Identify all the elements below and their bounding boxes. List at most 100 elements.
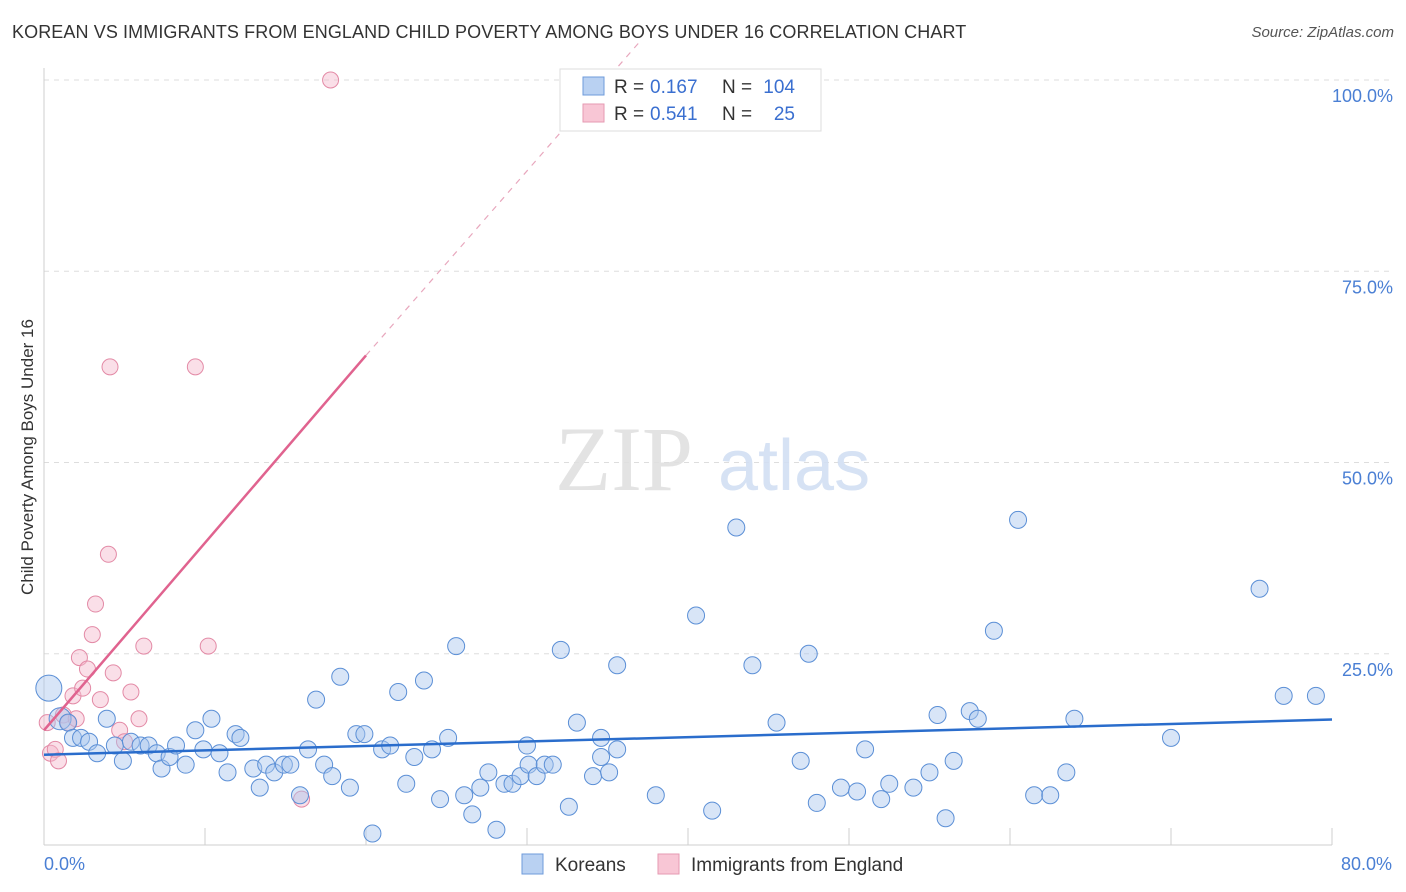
bottom-legend-swatch-koreans	[521, 853, 544, 875]
legend-n-label-2: N =	[722, 104, 752, 125]
korean-point	[767, 713, 786, 732]
korean-point	[331, 667, 350, 686]
korean-point	[340, 778, 359, 797]
korean-point	[518, 736, 536, 755]
korean-point	[1041, 786, 1060, 805]
korean-point	[290, 786, 309, 805]
korean-point	[176, 755, 195, 774]
england-point	[104, 664, 122, 682]
legend-swatch-koreans	[582, 76, 605, 96]
korean-point	[968, 709, 987, 728]
x-tick-label-min: 0.0%	[44, 854, 85, 874]
korean-point	[397, 774, 416, 793]
legend-n-value-1: 104	[763, 77, 795, 98]
y-tick-label: 50.0%	[1342, 469, 1393, 489]
korean-point	[202, 709, 221, 728]
y-tick-label: 100.0%	[1332, 86, 1393, 106]
korean-point	[831, 778, 850, 797]
korean-point	[551, 640, 570, 659]
korean-point	[447, 637, 466, 656]
korean-point	[687, 606, 706, 625]
england-point	[83, 626, 101, 644]
korean-point	[1025, 786, 1044, 805]
korean-point	[414, 671, 433, 690]
trend-lines	[43, 41, 1333, 756]
korean-point	[608, 740, 627, 759]
england-point	[49, 752, 67, 770]
legend-r-label-2: R =	[614, 104, 644, 125]
korean-point	[455, 786, 474, 805]
x-axis-ticks	[43, 828, 1333, 845]
korean-point	[121, 732, 140, 751]
korean-point	[703, 801, 722, 820]
legend-r-label-1: R =	[614, 77, 644, 98]
korean-point	[405, 748, 424, 767]
england-point	[74, 679, 92, 697]
correlation-legend: R = 0.167 N = 104 R = 0.541 N = 25	[559, 68, 822, 132]
korean-point	[646, 786, 665, 805]
y-axis-label: Child Poverty Among Boys Under 16	[18, 319, 37, 595]
watermark: ZIP atlas	[555, 408, 870, 510]
korean-point	[487, 820, 506, 839]
korean-point	[1057, 763, 1076, 782]
korean-points	[35, 510, 1325, 843]
korean-point	[567, 713, 586, 732]
korean-point	[608, 656, 627, 675]
gridlines	[44, 79, 1394, 655]
watermark-zip: ZIP	[555, 408, 693, 510]
bottom-legend-koreans: Koreans	[555, 855, 626, 876]
korean-point	[592, 728, 611, 747]
korean-point	[880, 774, 899, 793]
england-point	[322, 71, 340, 89]
england-point	[87, 595, 105, 613]
korean-point	[471, 778, 490, 797]
korean-point	[355, 725, 374, 744]
korean-point	[363, 824, 382, 843]
legend-n-label-1: N =	[722, 77, 752, 98]
korean-point	[543, 755, 562, 774]
series-legend: Koreans Immigrants from England	[521, 853, 903, 876]
england-point	[122, 683, 140, 701]
korean-point	[848, 782, 867, 801]
england-point	[70, 649, 88, 667]
y-tick-label: 25.0%	[1342, 660, 1393, 680]
korean-point	[584, 767, 603, 786]
legend-r-value-2: 0.541	[650, 104, 698, 125]
korean-point	[592, 748, 611, 767]
korean-point	[323, 767, 342, 786]
korean-point	[872, 790, 891, 809]
korean-point	[904, 778, 923, 797]
korean-point	[274, 755, 293, 774]
england-trend-extension	[365, 41, 641, 356]
korean-point	[307, 690, 326, 709]
legend-r-value-1: 0.167	[650, 77, 698, 98]
bottom-legend-england: Immigrants from England	[691, 855, 903, 876]
korean-point	[928, 705, 947, 724]
y-tick-label: 75.0%	[1342, 277, 1393, 297]
korean-point	[791, 751, 810, 770]
england-point	[38, 714, 56, 732]
england-point	[199, 637, 217, 655]
chart-title: KOREAN VS IMMIGRANTS FROM ENGLAND CHILD …	[12, 22, 967, 42]
korean-point	[799, 644, 818, 663]
korean-point	[936, 809, 955, 828]
korean-point	[113, 751, 132, 770]
korean-point	[600, 763, 619, 782]
korean-trend-line	[43, 718, 1333, 756]
legend-n-value-2: 25	[774, 104, 795, 125]
korean-point	[920, 763, 939, 782]
korean-point	[97, 709, 116, 728]
korean-point	[35, 674, 63, 702]
korean-point	[59, 713, 78, 732]
korean-point	[1065, 709, 1084, 728]
korean-point	[431, 790, 450, 809]
korean-point	[1274, 686, 1293, 705]
korean-point	[231, 728, 250, 747]
england-point	[101, 358, 119, 376]
korean-point	[281, 755, 300, 774]
england-point	[99, 545, 117, 563]
korean-point	[463, 805, 482, 824]
korean-point	[389, 683, 408, 701]
korean-point	[160, 748, 179, 767]
